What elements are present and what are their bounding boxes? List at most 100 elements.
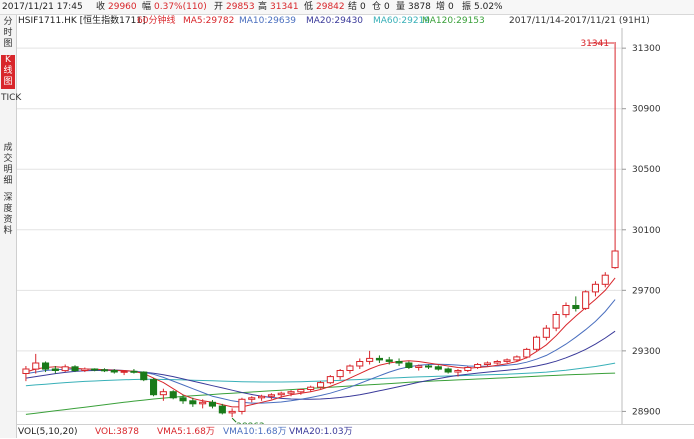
- candle-body: [366, 357, 374, 362]
- close-label: 收: [96, 2, 106, 12]
- candle-body: [405, 362, 413, 368]
- increase-value: 0: [448, 2, 454, 12]
- low-price-annotation: 28862: [236, 422, 265, 424]
- open-value: 29853: [226, 2, 255, 12]
- candle-body: [100, 369, 109, 372]
- candle-body: [51, 368, 59, 371]
- y-tick-label: 30500: [632, 165, 661, 175]
- candle-body: [523, 348, 531, 358]
- view-tab-sidebar: 分时图 K线图 TICK 成交明细 深度资料: [0, 15, 22, 438]
- candle-body: [238, 398, 246, 412]
- ma20-value: MA20:29430: [306, 16, 364, 26]
- candle-body: [150, 379, 158, 396]
- candle-body: [91, 368, 99, 371]
- amplitude-label: 振: [462, 2, 472, 12]
- ma120-value: MA120:29153: [422, 16, 485, 26]
- indicator-bar: HSIF1711.HK [恒生指数1711] 60分钟线 MA5:29782 M…: [17, 15, 694, 28]
- candle-body: [513, 356, 521, 361]
- candle-body: [415, 365, 423, 368]
- high-price-annotation: 31341: [580, 39, 609, 49]
- candle-body: [228, 410, 236, 414]
- change-label: 幅: [142, 2, 152, 12]
- candle-body: [572, 305, 580, 309]
- tab-depth-data[interactable]: 深度资料: [3, 193, 13, 236]
- kline-chart[interactable]: 31300 30900 30500 30100 29700 29300 28900 3134…: [17, 28, 694, 424]
- candle-body: [425, 365, 433, 368]
- ma60-value: MA60:29219: [373, 16, 431, 26]
- candle-body: [120, 370, 128, 373]
- candle-body: [454, 370, 462, 373]
- increase-label: 增: [436, 2, 446, 12]
- change-value: 0.37%(110): [154, 2, 207, 12]
- y-tick-label: 29700: [632, 286, 661, 296]
- candle-body: [503, 359, 511, 362]
- candle-body: [346, 365, 354, 371]
- candle-body: [169, 391, 177, 399]
- vol-label: VOL(5,10,20): [18, 427, 78, 437]
- candle-body: [336, 370, 344, 378]
- close-value: 29960: [108, 2, 137, 12]
- candle-body: [562, 305, 570, 316]
- candle-body: [552, 314, 560, 329]
- tab-tick[interactable]: TICK: [1, 93, 22, 103]
- candle-body: [267, 394, 275, 397]
- vma10-value: VMA10:1.68万: [223, 427, 287, 437]
- candle-body: [199, 401, 207, 405]
- candle-body: [326, 376, 334, 384]
- date-range: 2017/11/14-2017/11/21 (91H1): [509, 16, 650, 26]
- vma20-value: VMA20:1.03万: [289, 427, 353, 437]
- settle-value: 0: [360, 2, 366, 12]
- candle-body: [258, 395, 266, 399]
- candle-body: [81, 368, 89, 371]
- candle-body: [287, 391, 295, 394]
- candle-body: [464, 367, 472, 371]
- candle-body: [307, 386, 315, 391]
- vol-value: VOL:3878: [95, 427, 140, 437]
- candle-body: [22, 368, 30, 374]
- y-tick-label: 28900: [632, 407, 661, 417]
- y-tick-label: 30100: [632, 226, 661, 236]
- candle-body: [591, 283, 600, 293]
- settle-label: 结: [348, 2, 358, 12]
- open-label: 开: [214, 2, 224, 12]
- amplitude-value: 5.02%: [474, 2, 503, 12]
- candle-body: [395, 361, 403, 364]
- tab-kline[interactable]: K线图: [1, 55, 15, 89]
- candle-body: [542, 327, 550, 338]
- y-tick-label: 31300: [632, 44, 661, 54]
- candle-body: [61, 366, 69, 372]
- period-label[interactable]: 60分钟线: [137, 16, 176, 26]
- ma120-line: [25, 372, 616, 415]
- candle-body: [159, 391, 167, 396]
- candle-body: [356, 361, 364, 367]
- candle-body: [385, 359, 393, 362]
- candle-body: [317, 382, 325, 388]
- low-marker-line: [231, 417, 237, 423]
- candle-body: [42, 362, 50, 370]
- y-tick-label: 30900: [632, 105, 661, 115]
- candle-body: [179, 397, 187, 402]
- low-label: 低: [304, 2, 314, 12]
- tab-trade-details[interactable]: 成交明细: [3, 143, 13, 186]
- candle-body: [582, 291, 590, 309]
- vma5-value: VMA5:1.68万: [157, 427, 215, 437]
- candle-body: [71, 366, 79, 372]
- candle-body: [533, 336, 541, 350]
- low-value: 29842: [316, 2, 345, 12]
- candle-body: [483, 362, 491, 365]
- ma5-line: [25, 277, 616, 408]
- open-interest-label: 仓: [372, 2, 382, 12]
- candle-body: [444, 368, 452, 373]
- ma5-value: MA5:29782: [183, 16, 235, 26]
- tab-time-sharing[interactable]: 分时图: [3, 17, 13, 49]
- candle-body: [277, 392, 285, 396]
- candle-body: [110, 370, 118, 373]
- y-tick-label: 29300: [632, 347, 661, 357]
- volume-indicator-bar: VOL(5,10,20) VOL:3878 VMA5:1.68万 VMA10:1…: [17, 424, 694, 439]
- candle-body: [601, 274, 609, 285]
- quote-header-bar: 2017/11/21 17:45 收 29960 幅 0.37%(110) 开 …: [0, 0, 694, 15]
- candle-body: [611, 250, 619, 269]
- candle-body: [248, 397, 256, 400]
- candle-body: [130, 370, 138, 373]
- instrument-name: HSIF1711.HK [恒生指数1711]: [18, 16, 146, 26]
